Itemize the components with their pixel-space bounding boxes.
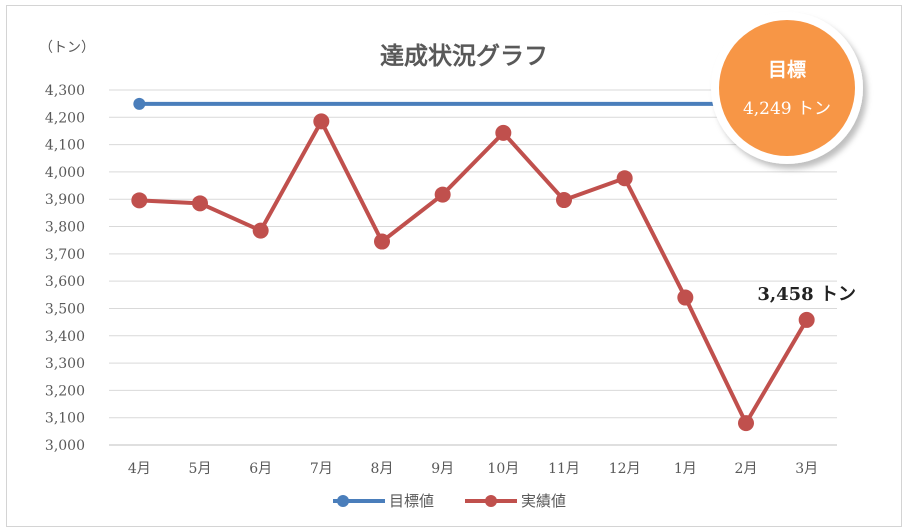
y-tick-label: 3,000 <box>45 438 85 454</box>
annotations: 3,458 トン <box>757 284 856 305</box>
line-chart: 達成状況グラフ （トン） 4,300 4,200 4,100 4,000 3,900 3,… <box>39 12 863 510</box>
data-point <box>677 289 694 306</box>
data-point <box>798 311 815 328</box>
data-point <box>495 124 512 141</box>
x-tick-label: 4月 <box>128 461 151 477</box>
y-axis-ticks: 4,300 4,200 4,100 4,000 3,900 3,800 3,700 3,600… <box>45 83 85 454</box>
x-tick-label: 5月 <box>189 461 212 477</box>
data-point <box>374 233 390 250</box>
data-label: 3,458 トン <box>757 284 856 305</box>
x-tick-label: 3月 <box>795 461 818 477</box>
y-tick-label: 3,200 <box>45 383 85 399</box>
y-tick-label: 3,400 <box>45 329 85 345</box>
y-tick-label: 3,500 <box>45 301 85 317</box>
chart-title: 達成状況グラフ <box>380 42 548 70</box>
x-tick-label: 9月 <box>431 461 454 477</box>
x-tick-label: 8月 <box>371 461 394 477</box>
target-badge-title: 目標 <box>768 58 806 81</box>
x-tick-label: 7月 <box>310 461 333 477</box>
data-point <box>131 192 148 209</box>
legend-item-actual: 実績値 <box>465 492 566 510</box>
y-tick-label: 3,700 <box>45 247 85 263</box>
x-tick-label: 10月 <box>487 461 519 477</box>
data-point <box>556 192 572 209</box>
x-tick-label: 1月 <box>674 461 697 477</box>
legend-item-target: 目標値 <box>333 492 434 510</box>
data-point <box>133 97 146 110</box>
y-tick-label: 3,300 <box>45 356 85 372</box>
x-tick-label: 2月 <box>735 461 758 477</box>
y-tick-label: 3,800 <box>45 220 85 236</box>
series-target <box>133 97 807 110</box>
data-point <box>192 195 208 212</box>
x-tick-label: 6月 <box>249 461 272 477</box>
series-line <box>139 119 809 426</box>
y-tick-label: 4,300 <box>45 83 85 99</box>
target-badge: 目標 4,249 トン <box>711 12 863 164</box>
data-point <box>434 186 451 203</box>
legend-swatch-actual-marker <box>485 495 497 507</box>
target-badge-circle <box>719 20 855 156</box>
y-axis-unit-label: （トン） <box>39 40 95 56</box>
x-tick-label: 12月 <box>609 461 641 477</box>
y-tick-label: 4,000 <box>45 165 85 181</box>
legend: 目標値 実績値 <box>333 492 566 510</box>
x-tick-label: 11月 <box>548 461 580 477</box>
y-tick-label: 3,100 <box>45 411 85 427</box>
data-point <box>313 113 330 130</box>
y-tick-label: 3,600 <box>45 274 85 290</box>
data-point <box>738 415 754 432</box>
series-lines <box>131 97 815 432</box>
legend-swatch-target-marker <box>337 495 349 507</box>
chart-frame: 達成状況グラフ （トン） 4,300 4,200 4,100 4,000 3,900 3,… <box>6 5 902 527</box>
gridlines <box>109 89 837 446</box>
series-actual <box>131 113 815 432</box>
data-point <box>616 170 633 187</box>
target-badge-value: 4,249 トン <box>743 99 831 119</box>
legend-label-target: 目標値 <box>389 492 434 510</box>
x-axis-ticks: 4月 5月 6月 7月 8月 9月 10月 11月 12月 1月 2月 3月 <box>128 461 818 477</box>
y-tick-label: 4,200 <box>45 110 85 126</box>
data-point <box>252 222 269 239</box>
legend-label-actual: 実績値 <box>521 492 566 510</box>
y-tick-label: 4,100 <box>45 138 85 154</box>
y-tick-label: 3,900 <box>45 192 85 208</box>
